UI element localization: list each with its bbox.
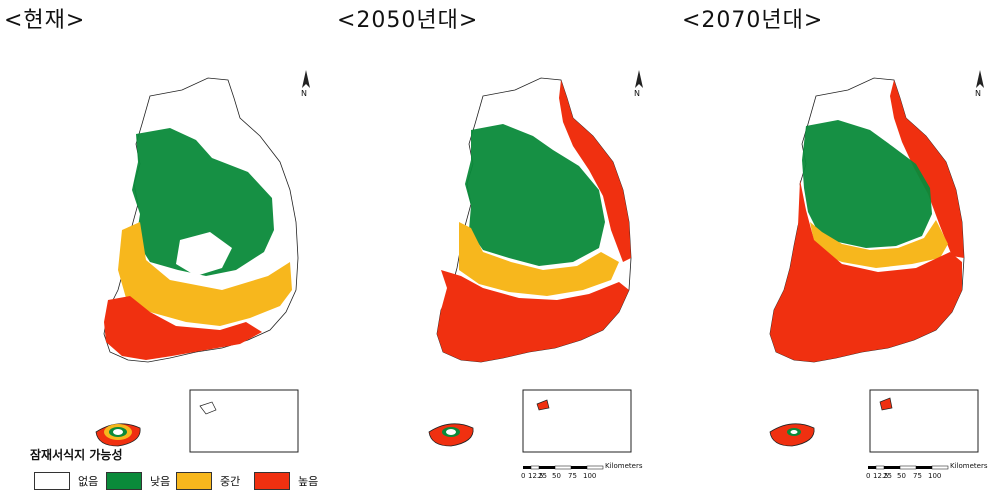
legend-item-high: 높음 xyxy=(254,471,318,491)
inset-box xyxy=(189,389,299,453)
mid-zone xyxy=(810,220,948,268)
high-zone xyxy=(104,296,262,360)
scale-tick: 0 xyxy=(866,472,871,480)
inset-island xyxy=(199,401,217,415)
scale-tick: 75 xyxy=(568,472,577,480)
legend-item-none: 없음 xyxy=(34,471,98,491)
north-arrow-icon xyxy=(976,70,984,88)
legend-label: 중간 xyxy=(220,475,241,488)
high-zone xyxy=(770,180,962,362)
inset-island xyxy=(536,399,550,411)
scale-tick: 50 xyxy=(897,472,906,480)
jeju-none xyxy=(790,430,798,434)
inset-box xyxy=(869,389,979,453)
scalebar-graphic xyxy=(868,465,949,470)
mid-zone xyxy=(459,222,619,296)
north-arrow-icon xyxy=(302,70,310,88)
low-zone xyxy=(465,124,605,266)
north-label: N xyxy=(975,89,981,98)
scalebar-graphic xyxy=(523,465,604,470)
scale-tick: 12.5 xyxy=(873,472,889,480)
map-panel-2050s: <2050년대> N 0 12.5 25 50 75 100 Kilometer… xyxy=(333,0,666,498)
map-2050s xyxy=(428,70,643,470)
legend-label: 낮음 xyxy=(150,475,171,488)
scale-tick: 25 xyxy=(538,472,547,480)
legend-label: 높음 xyxy=(298,475,319,488)
north-label: N xyxy=(301,89,307,98)
panel-title: <현재> xyxy=(4,8,86,33)
scale-tick: 75 xyxy=(913,472,922,480)
map-panel-present: <현재> N xyxy=(0,0,333,498)
high-zone xyxy=(437,270,629,362)
legend-title: 잠재서식지 가능성 xyxy=(30,448,123,462)
high-zone-east-coast xyxy=(890,80,964,258)
scale-unit: Kilometers xyxy=(950,462,988,470)
legend-item-mid: 중간 xyxy=(176,471,240,491)
legend-swatch xyxy=(106,472,142,490)
low-zone xyxy=(802,120,932,248)
jeju-none xyxy=(446,429,456,435)
high-zone-east-coast xyxy=(559,80,631,262)
map-panel-2070s: <2070년대> N 0 12.5 25 50 75 100 Kilometer… xyxy=(666,0,999,498)
legend-label: 없음 xyxy=(78,475,99,488)
panel-title: <2050년대> xyxy=(337,8,479,33)
legend-swatch xyxy=(176,472,212,490)
legend-swatch xyxy=(34,472,70,490)
map-2070s xyxy=(769,70,984,470)
scale-unit: Kilometers xyxy=(605,462,643,470)
low-zone xyxy=(132,128,274,276)
mid-zone xyxy=(118,222,292,326)
none-zone xyxy=(176,232,232,276)
jeju-none xyxy=(113,429,123,435)
panel-title: <2070년대> xyxy=(682,8,824,33)
north-arrow-icon xyxy=(635,70,643,88)
inset-box xyxy=(522,389,632,453)
inset-island xyxy=(879,397,893,411)
scale-tick: 100 xyxy=(928,472,942,480)
north-label: N xyxy=(634,89,640,98)
legend-item-low: 낮음 xyxy=(106,471,170,491)
scale-tick: 12.5 xyxy=(528,472,544,480)
scale-tick: 0 xyxy=(521,472,526,480)
scale-tick: 25 xyxy=(883,472,892,480)
legend-swatch xyxy=(254,472,290,490)
scale-tick: 100 xyxy=(583,472,597,480)
map-present xyxy=(95,70,310,453)
scale-tick: 50 xyxy=(552,472,561,480)
